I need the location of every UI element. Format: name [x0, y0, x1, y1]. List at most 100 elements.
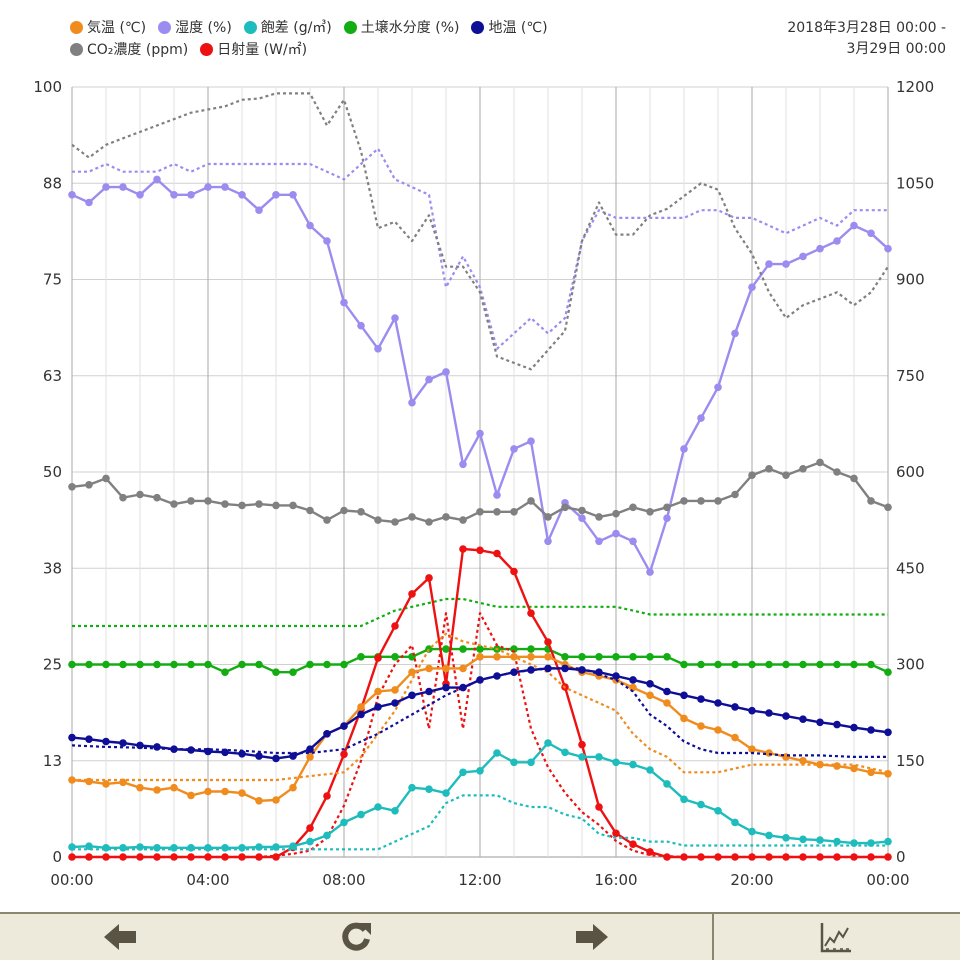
data-point: [255, 853, 263, 861]
data-point: [340, 818, 348, 827]
prev-button[interactable]: [80, 914, 160, 960]
data-point: [238, 853, 246, 861]
data-point: [119, 778, 127, 787]
data-point: [85, 198, 93, 207]
grid: [71, 86, 889, 858]
data-point: [425, 574, 433, 582]
data-point: [510, 508, 518, 516]
data-point: [731, 660, 739, 669]
series-line: [72, 794, 888, 851]
data-point: [442, 513, 450, 521]
data-point: [799, 465, 807, 473]
right-axis-tick-label: 0: [896, 848, 906, 866]
data-point: [782, 471, 790, 480]
data-point: [765, 709, 773, 717]
data-point: [391, 653, 399, 661]
data-point: [697, 497, 705, 505]
legend-row-2: CO₂濃度 (ppm) 日射量 (W/㎡): [70, 38, 560, 60]
legend-item[interactable]: CO₂濃度 (ppm): [70, 39, 188, 59]
data-point: [476, 546, 484, 555]
data-point: [153, 660, 161, 669]
data-point: [136, 783, 144, 792]
date-range: 2018年3月28日 00:00 - 3月29日 00:00: [787, 18, 946, 60]
data-point: [680, 691, 688, 700]
data-point: [612, 672, 620, 680]
data-point: [323, 730, 331, 738]
data-point: [663, 653, 671, 661]
arrow-left-icon: [104, 924, 136, 950]
data-point: [731, 818, 739, 827]
data-point: [306, 745, 314, 753]
data-point: [816, 836, 824, 844]
data-point: [527, 758, 535, 767]
data-point: [442, 789, 450, 797]
data-point: [493, 672, 501, 680]
data-point: [221, 748, 229, 757]
chart-settings-button[interactable]: [796, 914, 876, 960]
data-point: [102, 183, 110, 191]
data-point: [663, 699, 671, 707]
data-point: [459, 664, 467, 673]
legend-item[interactable]: 土壌水分度 (%): [343, 17, 459, 37]
data-point: [612, 529, 620, 538]
data-point: [204, 183, 212, 191]
data-point: [850, 764, 858, 773]
data-point: [408, 590, 416, 598]
data-point: [255, 660, 263, 669]
refresh-button[interactable]: [316, 914, 396, 960]
data-point: [646, 766, 654, 774]
data-point: [204, 787, 212, 796]
left-axis-tick-label: 13: [43, 752, 62, 770]
data-point: [765, 749, 773, 757]
data-point: [850, 723, 858, 732]
next-button[interactable]: [552, 914, 632, 960]
data-point: [357, 321, 365, 330]
left-axis-tick-label: 100: [33, 78, 62, 96]
data-point: [374, 687, 382, 696]
legend-item[interactable]: 日射量 (W/㎡): [200, 39, 307, 59]
legend-item[interactable]: 飽差 (g/㎥): [243, 17, 332, 37]
series-line: [71, 92, 889, 371]
data-point: [697, 800, 705, 809]
left-axis-tick-label: 63: [43, 367, 62, 385]
series-line: [71, 667, 888, 759]
data-point: [374, 803, 382, 811]
data-point: [833, 837, 841, 846]
data-point: [850, 221, 858, 230]
data-point: [595, 668, 603, 676]
data-point: [578, 653, 586, 661]
data-point: [187, 660, 195, 669]
data-point: [374, 654, 382, 662]
legend-color-dot: [343, 20, 357, 34]
left-axis-tick-label: 0: [52, 848, 62, 866]
data-point: [255, 797, 263, 805]
data-point: [816, 660, 824, 669]
bottom-toolbar: [0, 912, 960, 960]
legend-label: 地温 (℃): [488, 20, 548, 36]
data-point: [204, 660, 212, 669]
legend-item[interactable]: 湿度 (%): [158, 17, 232, 37]
data-point: [663, 780, 671, 788]
data-point: [884, 728, 892, 737]
data-point: [357, 710, 365, 719]
data-point: [204, 497, 212, 505]
data-point: [289, 668, 297, 676]
data-point: [884, 503, 892, 512]
data-point: [850, 839, 858, 847]
data-point: [170, 500, 178, 508]
legend-item[interactable]: 気温 (℃): [70, 17, 146, 37]
data-point: [153, 853, 161, 861]
data-point: [238, 191, 246, 199]
legend-item[interactable]: 地温 (℃): [471, 17, 548, 37]
data-point: [561, 664, 569, 673]
data-point: [697, 414, 705, 422]
data-point: [799, 853, 807, 861]
data-point: [136, 490, 144, 499]
data-point: [442, 683, 450, 692]
right-axis-tick-label: 1050: [896, 174, 934, 192]
data-point: [459, 545, 467, 553]
data-point: [646, 691, 654, 700]
data-point: [782, 853, 790, 861]
data-point: [306, 824, 314, 832]
data-point: [833, 660, 841, 669]
